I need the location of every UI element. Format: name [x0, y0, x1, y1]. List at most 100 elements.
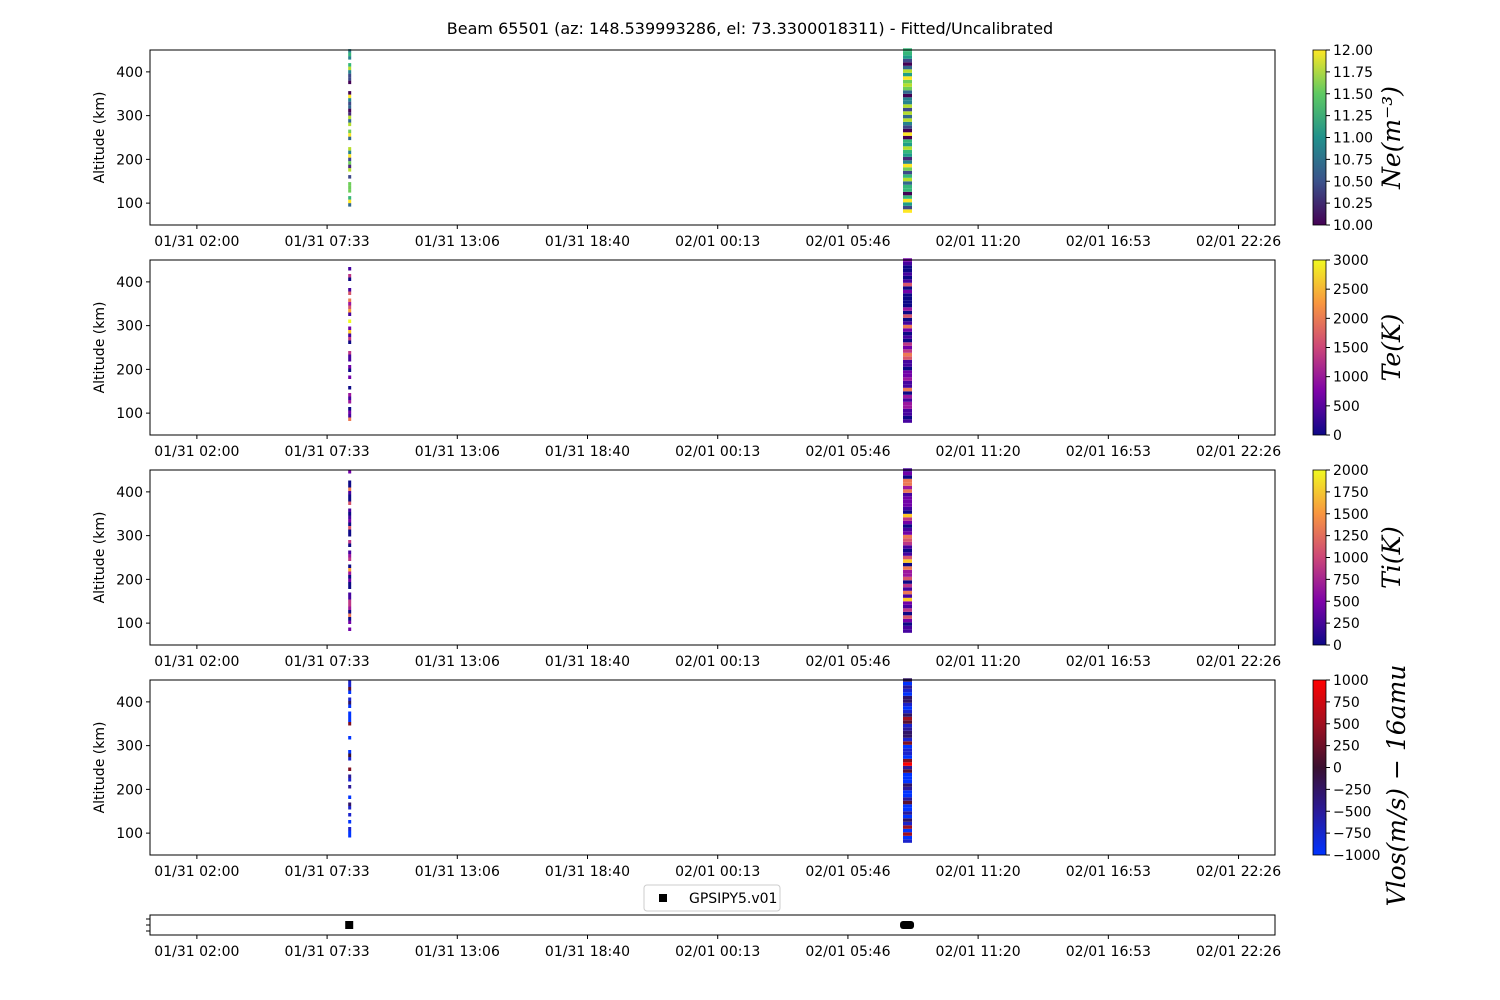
data-cell	[348, 554, 352, 558]
data-cell	[348, 711, 352, 715]
data-cell	[348, 70, 352, 74]
data-cell	[348, 119, 352, 123]
data-cell	[903, 727, 912, 731]
colorbar-tick-label: 10.75	[1333, 152, 1373, 168]
colorbar-tick-label: 3000	[1333, 253, 1369, 269]
data-cell	[348, 189, 352, 193]
data-cell	[903, 62, 912, 66]
data-cell	[903, 58, 912, 63]
data-cell	[903, 762, 912, 766]
strip-frame	[149, 914, 1276, 936]
data-cell	[348, 820, 352, 824]
legend-box	[643, 884, 781, 912]
data-cell	[903, 342, 912, 346]
data-cell	[348, 795, 352, 799]
data-cell	[903, 702, 912, 707]
data-cell	[903, 289, 912, 294]
data-cell	[903, 832, 912, 836]
data-cell	[348, 94, 352, 99]
data-cell	[348, 722, 352, 726]
x-tick-label: 01/31 18:40	[545, 234, 630, 250]
data-cell	[348, 400, 352, 404]
data-columns-ti	[348, 468, 912, 633]
x-tick-label: 02/01 22:26	[1196, 944, 1281, 960]
data-cell	[903, 107, 912, 112]
colorbar-tick-label: −750	[1333, 826, 1371, 842]
colorbar-vlos	[1312, 679, 1327, 856]
data-cell	[348, 750, 352, 754]
data-cell	[903, 772, 912, 777]
data-cell	[348, 161, 352, 165]
y-tick-label: 200	[116, 572, 143, 588]
data-cell	[903, 520, 912, 525]
x-tick-label: 02/01 16:53	[1066, 864, 1151, 880]
data-cell	[903, 601, 912, 605]
data-cell	[348, 358, 352, 362]
y-tick-label: 400	[116, 485, 143, 501]
data-cell	[903, 720, 912, 724]
data-cell	[903, 475, 912, 479]
data-cell	[903, 104, 912, 108]
colorbar-tick-label: 1500	[1333, 507, 1369, 523]
data-cell	[348, 274, 352, 278]
data-cell	[348, 470, 352, 474]
data-cell	[903, 797, 912, 801]
data-cell	[903, 548, 912, 553]
data-cell	[903, 573, 912, 577]
data-cell	[903, 737, 912, 742]
data-cell	[903, 412, 912, 416]
data-cell	[903, 482, 912, 486]
x-tick-label: 02/01 11:20	[936, 444, 1021, 460]
axes-frame-ti	[149, 469, 1276, 646]
data-cell	[348, 494, 352, 498]
data-cell	[348, 91, 352, 95]
data-cell	[903, 132, 912, 136]
colorbar-tick-label: −250	[1333, 782, 1371, 798]
data-cell	[903, 177, 912, 182]
y-tick-label: 200	[116, 782, 143, 798]
data-cell	[903, 681, 912, 686]
data-cell	[903, 314, 912, 318]
legend-label: GPSIPY5.v01	[689, 891, 777, 907]
data-cell	[903, 758, 912, 763]
y-axis-label: Altitude (km)	[92, 512, 108, 604]
data-cell	[348, 491, 352, 495]
y-axis-label: Altitude (km)	[92, 92, 108, 184]
x-tick-label: 02/01 05:46	[805, 444, 890, 460]
data-cell	[903, 835, 912, 840]
data-cell	[903, 618, 912, 623]
data-cell	[903, 517, 912, 521]
data-cell	[903, 345, 912, 350]
data-cell	[348, 550, 352, 554]
data-cell	[903, 90, 912, 94]
data-cell	[903, 114, 912, 119]
colorbar-tick-label: 10.00	[1333, 218, 1373, 234]
y-axis-label: Altitude (km)	[92, 722, 108, 814]
x-tick-label: 01/31 02:00	[154, 864, 239, 880]
data-cell	[903, 692, 912, 696]
data-cell	[348, 508, 352, 512]
data-cell	[903, 118, 912, 122]
data-cell	[348, 267, 352, 271]
y-tick-label: 300	[116, 529, 143, 545]
x-tick-label: 01/31 13:06	[415, 864, 500, 880]
data-cell	[348, 484, 352, 488]
x-tick-label: 02/01 00:13	[675, 234, 760, 250]
data-cell	[903, 492, 912, 497]
data-cell	[348, 136, 352, 141]
data-cell	[348, 627, 352, 631]
data-cell	[903, 398, 912, 402]
data-cell	[348, 108, 352, 113]
data-cell	[903, 324, 912, 329]
x-tick-label: 01/31 07:33	[285, 234, 370, 250]
data-cell	[348, 526, 352, 530]
data-cell	[903, 748, 912, 752]
data-cell	[348, 98, 352, 102]
data-cell	[903, 471, 912, 476]
data-cell	[348, 368, 352, 372]
data-cell	[348, 199, 352, 204]
data-cell	[903, 401, 912, 406]
x-tick-label: 01/31 07:33	[285, 654, 370, 670]
data-cell	[348, 715, 352, 719]
x-tick-label: 02/01 05:46	[805, 654, 890, 670]
